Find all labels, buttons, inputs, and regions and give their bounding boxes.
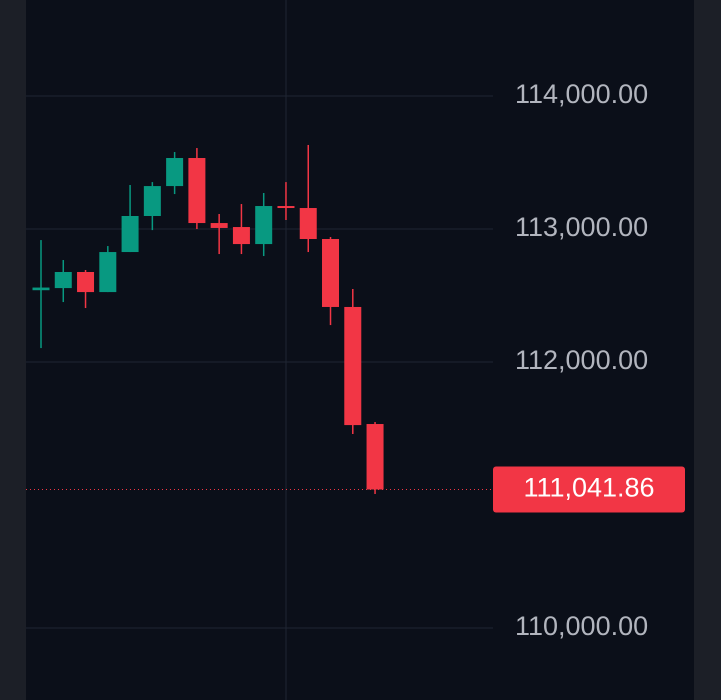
candle-body xyxy=(210,223,228,228)
candle-body xyxy=(99,252,117,293)
candle-body xyxy=(77,271,95,293)
candle-body xyxy=(143,186,161,216)
candle-body xyxy=(121,215,139,253)
left-pane-border xyxy=(0,0,26,700)
y-tick-label: 110,000.00 xyxy=(515,611,648,641)
right-pane-border xyxy=(694,0,721,700)
candle-body xyxy=(32,287,50,291)
candle-body xyxy=(366,424,384,490)
candle-body xyxy=(188,158,206,224)
y-tick-label: 112,000.00 xyxy=(515,345,648,375)
candle-body xyxy=(232,227,250,245)
last-price-badge xyxy=(493,466,685,513)
candle-body xyxy=(54,271,72,289)
candle-body xyxy=(166,158,184,187)
last-price-label: 111,041.86 xyxy=(523,473,654,503)
candle-body xyxy=(322,239,340,307)
candle-body xyxy=(277,206,295,209)
candle-body xyxy=(344,306,362,426)
candle-body xyxy=(299,208,317,240)
y-tick-label: 114,000.00 xyxy=(515,79,648,109)
candle-body xyxy=(255,206,273,245)
y-tick-label: 113,000.00 xyxy=(515,212,648,242)
